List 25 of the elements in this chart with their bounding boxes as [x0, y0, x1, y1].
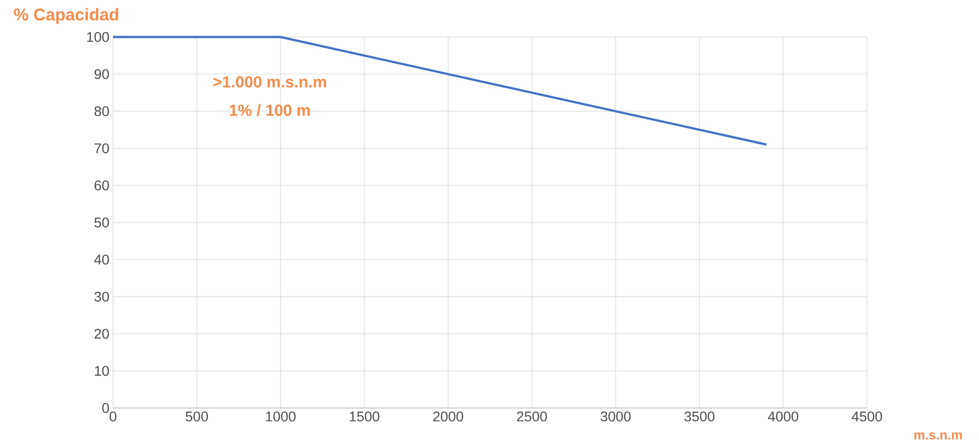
- y-tick-label: 60: [94, 180, 109, 190]
- y-tick-label: 40: [94, 254, 109, 265]
- x-tick-label: 500: [186, 412, 208, 422]
- x-tick-label: 3500: [684, 412, 714, 422]
- x-tick-label: 4500: [852, 412, 882, 422]
- y-tick-label: 100: [87, 32, 109, 42]
- y-tick-label: 30: [94, 292, 109, 302]
- annotation: 1% / 100 m: [230, 104, 310, 116]
- y-tick-label: 20: [94, 328, 109, 339]
- y-tick-label: 50: [94, 218, 109, 228]
- x-tick-label: 1000: [266, 412, 296, 422]
- y-tick-label: 80: [94, 106, 109, 116]
- x-tick-label: 2500: [517, 412, 547, 422]
- y-tick-label: 70: [94, 143, 109, 154]
- x-tick-label: 3000: [600, 412, 631, 422]
- y-tick-label: 10: [94, 366, 109, 376]
- x-tick-label: 0: [110, 412, 116, 422]
- x-tick-label: 4000: [768, 412, 798, 422]
- x-tick-label: 2000: [433, 412, 464, 422]
- annotation: >1.000 m.s.n.m: [213, 76, 326, 88]
- x-tick-label: 1500: [350, 412, 380, 422]
- y-axis-title: % Capacidad: [14, 8, 118, 24]
- x-axis-title: m.s.n.m: [914, 432, 962, 440]
- y-tick-label: 90: [94, 69, 109, 80]
- y-tick-label: 0: [102, 403, 109, 413]
